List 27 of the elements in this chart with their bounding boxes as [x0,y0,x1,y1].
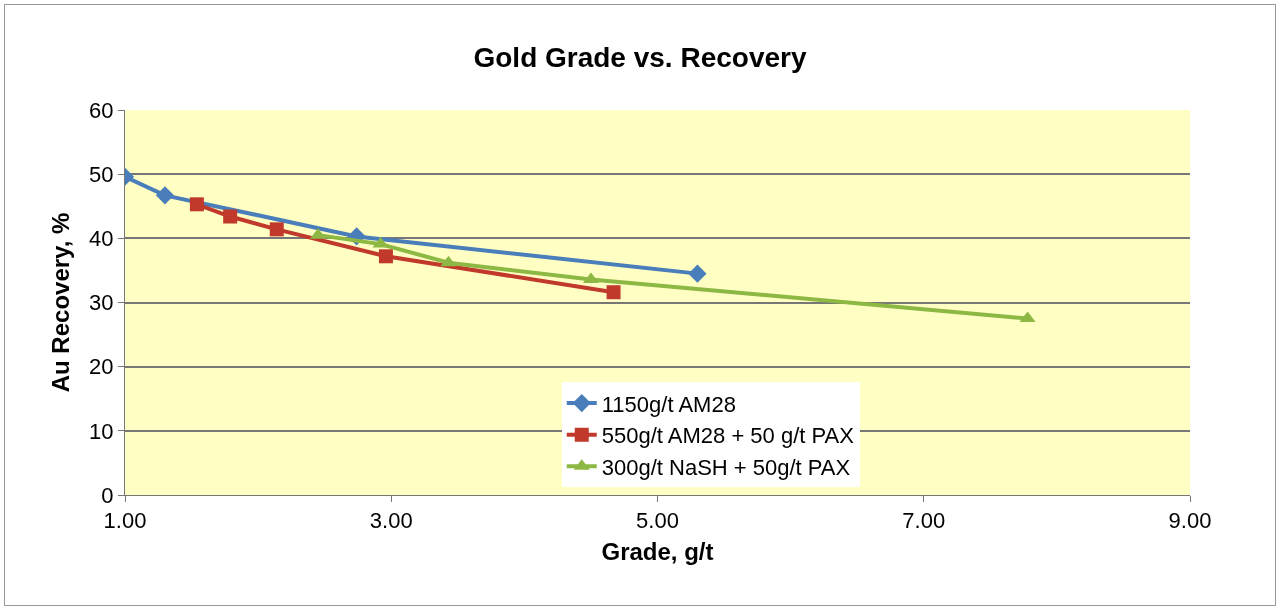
chart-title: Gold Grade vs. Recovery [473,41,807,73]
y-tick-label: 30 [89,290,114,316]
point [189,197,204,212]
point [378,249,393,264]
x-tick-label: 9.00 [1168,508,1212,534]
y-tick-label: 20 [89,354,114,380]
point [440,255,457,267]
y-tick-label: 60 [89,97,114,123]
point [688,264,707,283]
point [223,209,238,224]
x-tick-label: 7.00 [902,508,946,534]
point [1019,311,1036,323]
y-tick-label: 40 [89,226,114,252]
y-tick-label: 10 [89,418,114,444]
point [269,222,284,237]
y-axis-title: Au Recovery, % [47,212,75,393]
x-tick-label: 3.00 [369,508,413,534]
point [606,285,621,300]
legend-label: 300g/t NaSH + 50g/t PAX [601,454,851,480]
x-tick-label: 5.00 [636,508,679,534]
x-tick-label: 1.00 [103,508,147,534]
point [155,186,175,205]
legend-label: 550g/t AM28 + 50 g/t PAX [601,423,855,449]
y-tick-label: 0 [101,482,114,508]
y-tick-label: 50 [89,161,114,187]
x-axis-title: Grade, g/t [601,537,714,565]
legend-label: 1150g/t AM28 [601,391,736,417]
